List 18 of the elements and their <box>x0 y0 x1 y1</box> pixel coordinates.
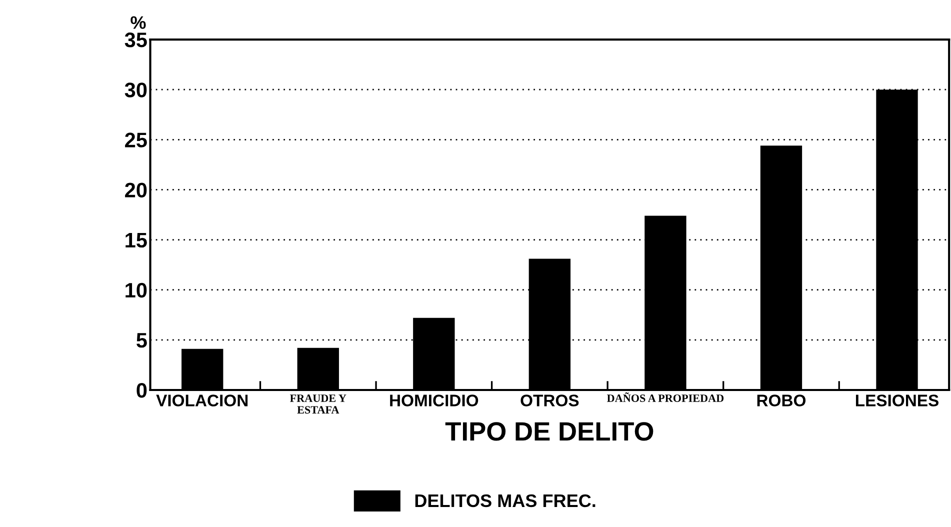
x-tick-label: LESIONES <box>856 394 938 406</box>
x-tick-label: DAÑOS A PROPIEDAD <box>607 392 724 402</box>
legend-label: DELITOS MAS FREC. <box>415 494 596 508</box>
y-tick-label: 15 <box>126 233 147 248</box>
x-axis-title: TIPO DE DELITO <box>445 422 654 441</box>
y-tick-label: 25 <box>125 132 147 148</box>
x-tick-label: OTROS <box>520 394 579 406</box>
y-tick-label: 10 <box>126 282 147 298</box>
x-tick-label: ROBO <box>757 394 806 406</box>
y-tick-label: 30 <box>124 82 147 98</box>
x-tick-label: FRAUDE Y ESTAFA <box>290 394 346 414</box>
y-axis-title: % <box>130 16 146 29</box>
y-tick-label: 20 <box>125 182 147 198</box>
x-tick-label: VIOLACION <box>156 394 248 406</box>
y-tick-label: 0 <box>136 382 147 398</box>
y-tick-label: 5 <box>136 333 147 348</box>
y-tick-label: 35 <box>124 32 147 48</box>
x-tick-label: HOMICIDIO <box>390 394 478 406</box>
